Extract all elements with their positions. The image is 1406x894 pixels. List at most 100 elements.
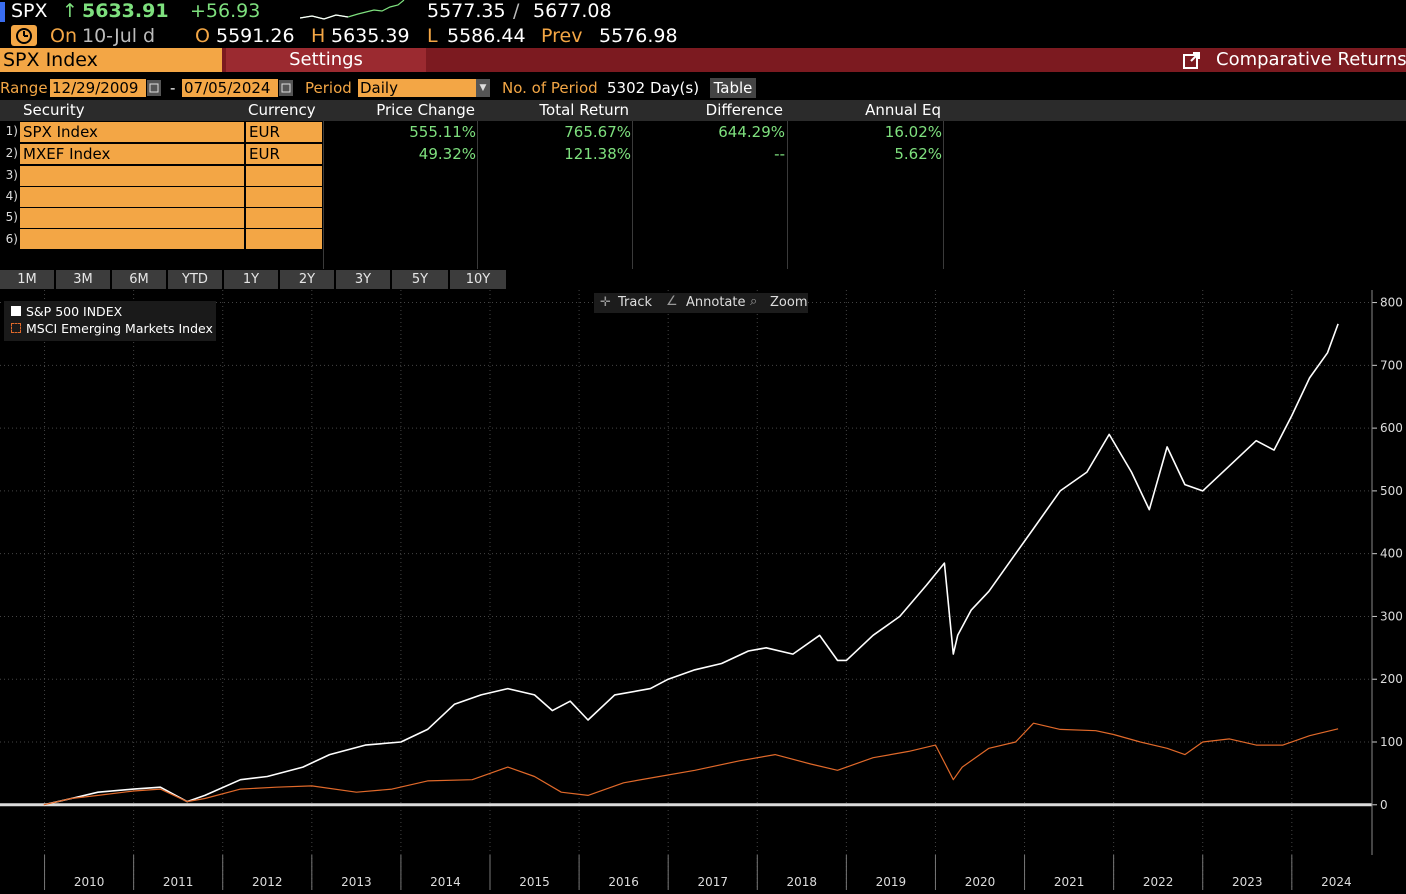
col-annual-eq[interactable]: Annual Eq — [865, 101, 941, 119]
x-tick-label: 2023 — [1232, 875, 1263, 889]
tab-3y[interactable]: 3Y — [336, 270, 390, 289]
prev-value: 5576.98 — [599, 25, 678, 47]
row-number: 6) — [5, 232, 18, 246]
y-tick-label: 600 — [1380, 421, 1403, 435]
y-tick-label: 100 — [1380, 735, 1403, 749]
x-tick-label: 2010 — [74, 875, 105, 889]
tab-1y[interactable]: 1Y — [224, 270, 278, 289]
currency-cell[interactable] — [246, 229, 322, 249]
end-date-input[interactable]: 07/05/2024 — [182, 79, 278, 97]
net-change: +56.93 — [190, 0, 261, 22]
security-cell[interactable]: MXEF Index — [20, 144, 244, 164]
magnifier-icon: ⌕ — [750, 294, 758, 309]
row-number: 5) — [5, 210, 18, 224]
up-arrow-icon: ↑ — [62, 0, 78, 22]
price-change-value: 49.32% — [418, 145, 476, 163]
quote-date: 10-Jul d — [82, 25, 156, 47]
tab-10y[interactable]: 10Y — [450, 270, 506, 289]
table-button[interactable]: Table — [710, 78, 756, 98]
security-cell[interactable] — [20, 229, 244, 249]
low-label: L — [427, 25, 438, 47]
row-number: 1) — [5, 124, 18, 138]
y-tick-label: 400 — [1380, 547, 1403, 561]
range-label: Range — [0, 79, 48, 97]
annual-eq-value: 16.02% — [884, 123, 942, 141]
row-number: 3) — [5, 168, 18, 182]
annual-eq-value: 5.62% — [894, 145, 942, 163]
x-tick-label: 2015 — [519, 875, 550, 889]
num-period-label: No. of Period — [502, 79, 598, 97]
comparative-returns-chart[interactable]: 0 100 200 300 400 500 600 700 800 2010 2011 2012 201… — [0, 290, 1406, 894]
series-line-mxef — [43, 722, 1339, 806]
col-price-change[interactable]: Price Change — [376, 101, 475, 119]
y-tick-label: 200 — [1380, 672, 1403, 686]
settings-button[interactable]: Settings — [226, 48, 426, 72]
tab-2y[interactable]: 2Y — [280, 270, 334, 289]
currency-cell[interactable] — [246, 166, 322, 186]
total-return-value: 121.38% — [564, 145, 631, 163]
ticker-bar: SPX ↑ 5633.91 +56.93 5577.35 / 5677.08 — [0, 0, 1406, 24]
legend-label-mxef: MSCI Emerging Markets Index — [26, 321, 213, 336]
y-tick-label: 300 — [1380, 609, 1403, 623]
date-dash: - — [170, 79, 176, 97]
ticker-symbol: SPX — [11, 0, 48, 22]
x-tick-label: 2018 — [787, 875, 818, 889]
market-status-icon[interactable] — [11, 25, 37, 46]
table-header: Security Currency Price Change Total Ret… — [0, 100, 1406, 121]
range-high: 5677.08 — [533, 0, 612, 22]
calendar-icon[interactable] — [147, 80, 161, 96]
tab-5y[interactable]: 5Y — [392, 270, 448, 289]
returns-table: 1) SPX Index EUR 555.11% 765.67% 644.29%… — [0, 121, 1406, 269]
export-icon — [1183, 52, 1200, 69]
open-value: 5591.26 — [216, 25, 295, 47]
col-currency[interactable]: Currency — [248, 101, 316, 119]
series-line-spx — [43, 323, 1339, 806]
x-tick-label: 2013 — [341, 875, 372, 889]
last-price: 5633.91 — [82, 0, 169, 22]
x-tick-label: 2020 — [965, 875, 996, 889]
security-cell[interactable] — [20, 208, 244, 228]
security-cell[interactable]: SPX Index — [20, 122, 244, 142]
period-label: Period — [305, 79, 352, 97]
period-select[interactable]: Daily — [358, 79, 476, 97]
y-tick-label: 0 — [1380, 798, 1388, 812]
zoom-button[interactable]: Zoom — [770, 295, 808, 310]
x-tick-label: 2016 — [608, 875, 639, 889]
currency-cell[interactable]: EUR — [246, 144, 322, 164]
tab-1m[interactable]: 1M — [0, 270, 54, 289]
price-change-value: 555.11% — [409, 123, 476, 141]
pencil-icon: ∠ — [666, 294, 678, 309]
calendar-icon[interactable] — [279, 80, 293, 96]
security-cell[interactable] — [20, 166, 244, 186]
comparative-returns-button[interactable]: Comparative Returns — [1180, 48, 1406, 72]
annotate-button[interactable]: Annotate — [686, 295, 746, 310]
quote-bar: On 10-Jul d O 5591.26 H 5635.39 L 5586.4… — [0, 24, 1406, 48]
legend-swatch-spx — [11, 306, 21, 316]
legend-swatch-mxef — [11, 323, 21, 333]
tab-ytd[interactable]: YTD — [168, 270, 222, 289]
row-number: 2) — [5, 146, 18, 160]
low-value: 5586.44 — [447, 25, 526, 47]
chevron-down-icon[interactable]: ▼ — [476, 79, 490, 97]
currency-cell[interactable] — [246, 208, 322, 228]
start-date-input[interactable]: 12/29/2009 — [50, 79, 146, 97]
x-tick-label: 2022 — [1143, 875, 1174, 889]
currency-cell[interactable]: EUR — [246, 122, 322, 142]
x-tick-label: 2019 — [876, 875, 907, 889]
col-security[interactable]: Security — [23, 101, 85, 119]
sparkline-icon — [300, 0, 405, 20]
x-tick-label: 2024 — [1321, 875, 1352, 889]
tab-3m[interactable]: 3M — [56, 270, 110, 289]
security-cell[interactable] — [20, 187, 244, 207]
currency-cell[interactable] — [246, 187, 322, 207]
track-button[interactable]: Track — [618, 295, 653, 310]
tab-6m[interactable]: 6M — [112, 270, 166, 289]
security-input[interactable]: SPX Index — [0, 48, 222, 72]
range-separator: / — [513, 0, 520, 22]
num-period-value: 5302 Day(s) — [607, 79, 700, 97]
comparative-returns-label: Comparative Returns — [1216, 49, 1406, 70]
col-total-return[interactable]: Total Return — [539, 101, 629, 119]
col-difference[interactable]: Difference — [705, 101, 783, 119]
on-label: On — [50, 25, 77, 47]
chart-toolbar: ✛ Track ∠ Annotate ⌕ Zoom — [594, 293, 808, 313]
